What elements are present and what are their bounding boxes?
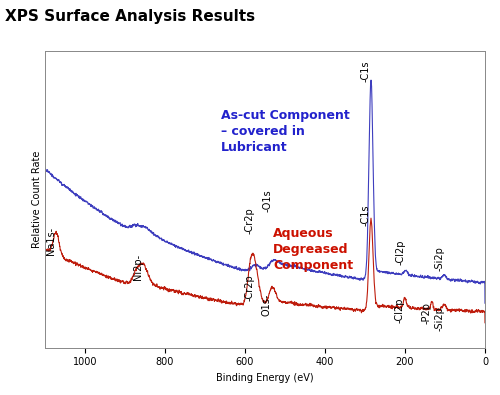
- Text: Ni2p-: Ni2p-: [132, 254, 142, 280]
- Text: -C1s: -C1s: [361, 61, 371, 82]
- X-axis label: Binding Energy (eV): Binding Energy (eV): [216, 373, 314, 383]
- Text: XPS Surface Analysis Results: XPS Surface Analysis Results: [5, 9, 255, 24]
- Text: -Si2p: -Si2p: [435, 307, 445, 331]
- Text: -Cr2p: -Cr2p: [244, 274, 254, 301]
- Text: As-cut Component
– covered in
Lubricant: As-cut Component – covered in Lubricant: [221, 109, 350, 154]
- Text: -Cr2p: -Cr2p: [244, 208, 254, 234]
- Text: -Si2p: -Si2p: [434, 246, 444, 271]
- Text: -O1s: -O1s: [262, 190, 272, 212]
- Text: -C1s: -C1s: [361, 205, 371, 226]
- Y-axis label: Relative Count Rate: Relative Count Rate: [32, 151, 42, 248]
- Text: O1s-: O1s-: [261, 293, 271, 316]
- Text: Aqueous
Degreased
Component: Aqueous Degreased Component: [273, 227, 353, 272]
- Text: -Cl2p: -Cl2p: [395, 297, 405, 323]
- Text: Na1s-: Na1s-: [46, 227, 56, 255]
- Text: -Cl2p: -Cl2p: [396, 240, 406, 265]
- Text: -P2p: -P2p: [422, 302, 432, 324]
